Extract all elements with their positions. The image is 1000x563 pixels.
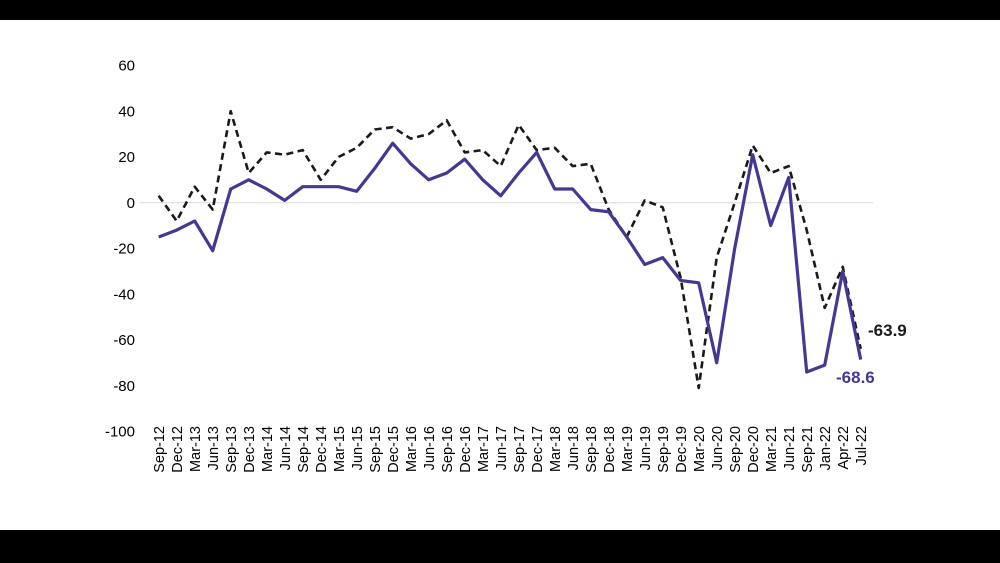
x-axis-tick-label: Jun-13 bbox=[206, 426, 222, 470]
x-axis-tick-label: Mar-18 bbox=[548, 426, 564, 472]
x-axis-tick-label: Apr-22 bbox=[836, 426, 852, 470]
x-axis-tick-label: Sep-13 bbox=[224, 426, 240, 473]
y-axis-tick-label: 0 bbox=[127, 195, 135, 212]
x-axis-tick-label: Mar-16 bbox=[404, 426, 420, 472]
x-axis-tick-label: Dec-14 bbox=[314, 426, 330, 473]
x-axis-tick-label: Dec-15 bbox=[386, 426, 402, 473]
x-axis-tick-label: Mar-13 bbox=[188, 426, 204, 472]
x-axis-tick-label: Dec-19 bbox=[674, 426, 690, 473]
x-axis-tick-label: Sep-20 bbox=[728, 426, 744, 473]
y-axis-tick-label: -80 bbox=[113, 378, 135, 395]
x-axis-tick-label: Jun-21 bbox=[782, 426, 798, 470]
y-axis-tick-label: 40 bbox=[118, 103, 135, 120]
x-axis-tick-label: Jan-22 bbox=[818, 426, 834, 470]
y-axis-tick-label: -100 bbox=[105, 424, 135, 441]
x-axis-tick-label: Jun-18 bbox=[566, 426, 582, 470]
x-axis-tick-label: Dec-18 bbox=[602, 426, 618, 473]
x-axis-tick-label: Sep-19 bbox=[656, 426, 672, 473]
x-axis-tick-label: Sep-18 bbox=[584, 426, 600, 473]
x-axis-tick-label: Sep-15 bbox=[368, 426, 384, 473]
x-axis-tick-label: Dec-17 bbox=[530, 426, 546, 473]
y-axis-tick-label: 60 bbox=[118, 58, 135, 75]
x-axis-tick-label: Jun-15 bbox=[350, 426, 366, 470]
solid-purple-series-end-label: -68.6 bbox=[836, 368, 875, 387]
y-axis-tick-label: 20 bbox=[118, 149, 135, 166]
x-axis-tick-label: Sep-17 bbox=[512, 426, 528, 473]
x-axis-tick-label: Mar-19 bbox=[620, 426, 636, 472]
y-axis-tick-label: -40 bbox=[113, 286, 135, 303]
x-axis-tick-label: Jun-19 bbox=[638, 426, 654, 470]
x-axis-tick-label: Jul-22 bbox=[854, 426, 870, 466]
letterbox-top bbox=[0, 0, 1000, 20]
x-axis-tick-label: Dec-13 bbox=[242, 426, 258, 473]
x-axis-tick-label: Mar-15 bbox=[332, 426, 348, 472]
x-axis-tick-label: Sep-21 bbox=[800, 426, 816, 473]
x-axis-tick-label: Jun-14 bbox=[278, 426, 294, 470]
y-axis-tick-label: -60 bbox=[113, 332, 135, 349]
x-axis-tick-label: Mar-20 bbox=[692, 426, 708, 472]
x-axis-tick-label: Dec-12 bbox=[170, 426, 186, 473]
x-axis-tick-label: Dec-20 bbox=[746, 426, 762, 473]
y-axis-tick-label: -20 bbox=[113, 241, 135, 258]
x-axis-tick-label: Mar-21 bbox=[764, 426, 780, 472]
x-axis-tick-label: Sep-12 bbox=[152, 426, 168, 473]
dashed-black-series-end-label: -63.9 bbox=[868, 321, 907, 340]
solid-purple-series-line bbox=[158, 141, 863, 374]
dashed-black-series-line bbox=[157, 109, 862, 390]
letterbox-bottom bbox=[0, 530, 1000, 563]
x-axis-tick-label: Mar-17 bbox=[476, 426, 492, 472]
x-axis-tick-label: Jun-16 bbox=[422, 426, 438, 470]
x-axis-tick-label: Sep-14 bbox=[296, 426, 312, 473]
x-axis-tick-label: Dec-16 bbox=[458, 426, 474, 473]
x-axis-tick-label: Sep-16 bbox=[440, 426, 456, 473]
x-axis-tick-label: Mar-14 bbox=[260, 426, 276, 472]
chart-background bbox=[0, 20, 1000, 530]
x-axis-tick-label: Jun-17 bbox=[494, 426, 510, 470]
x-axis-tick-label: Jun-20 bbox=[710, 426, 726, 470]
